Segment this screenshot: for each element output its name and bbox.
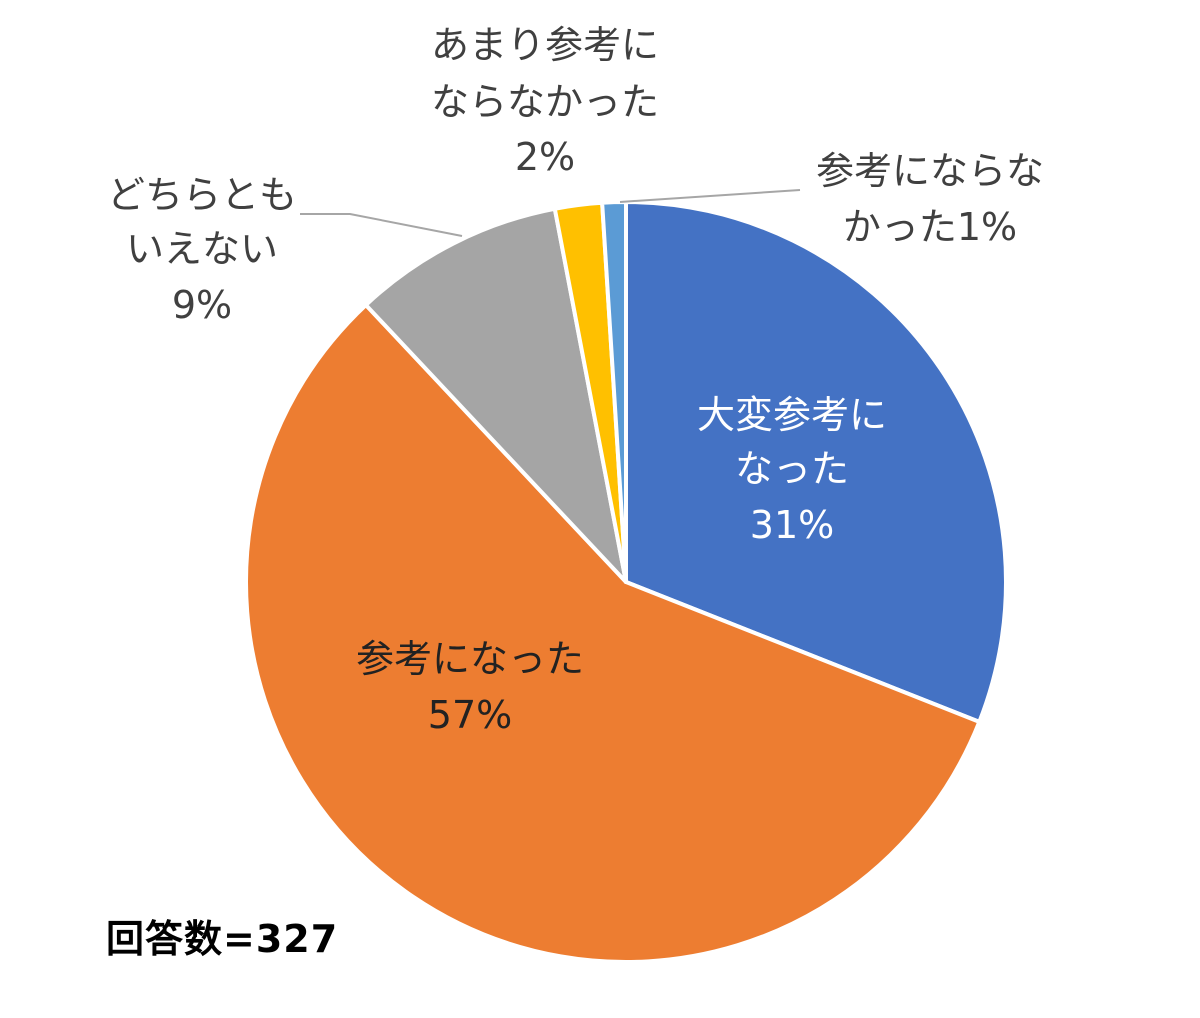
slice-value-label-0-2: 31% (750, 503, 834, 547)
pie-slice-1 (244, 302, 982, 964)
slice-label-1-0: 参考になった (356, 637, 584, 681)
slice-value-label-1-1: 57% (428, 693, 512, 737)
slice-label-4-1: かった1% (843, 205, 1017, 249)
slice-label-2-1: いえない (126, 227, 278, 271)
pie-slice-2 (363, 206, 628, 584)
slice-label-4-0: 参考にならな (816, 149, 1044, 193)
slice-value-label-3-2: 2% (515, 135, 575, 179)
slice-value-label-2-2: 9% (172, 283, 232, 327)
slice-label-0-1: なった (735, 447, 849, 491)
slice-label-2-0: どちらとも (107, 173, 297, 217)
leader-line-2 (300, 213, 463, 237)
respondent-count: 回答数=327 (106, 917, 339, 961)
leader-line-4 (619, 189, 801, 203)
slice-label-0-0: 大変参考に (697, 393, 887, 437)
pie-slice-0 (624, 200, 1008, 724)
slice-label-3-1: ならなかった (431, 80, 659, 124)
slice-label-3-0: あまり参考に (431, 23, 659, 67)
